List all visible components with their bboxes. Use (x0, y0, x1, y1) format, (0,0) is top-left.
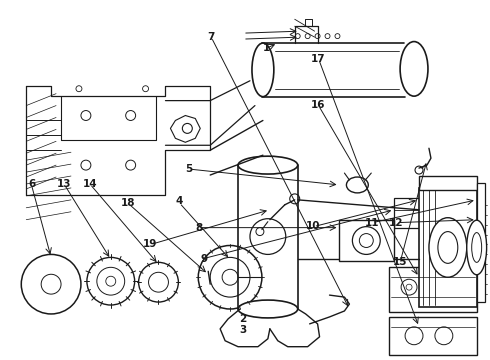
Ellipse shape (238, 156, 298, 174)
Ellipse shape (429, 218, 467, 277)
Text: 14: 14 (83, 179, 98, 189)
Bar (477, 183, 485, 302)
Text: 7: 7 (207, 32, 215, 42)
Text: 6: 6 (28, 179, 35, 189)
Text: 3: 3 (239, 325, 246, 335)
Text: 16: 16 (311, 100, 325, 110)
Text: 4: 4 (175, 197, 183, 206)
Circle shape (139, 262, 178, 302)
Bar (389, 317, 477, 355)
Text: 1: 1 (263, 43, 270, 53)
Text: 18: 18 (121, 198, 135, 208)
Bar (419, 176, 477, 190)
Text: 15: 15 (392, 257, 407, 267)
Bar (419, 188, 477, 307)
Text: 2: 2 (239, 314, 246, 324)
Circle shape (250, 219, 286, 255)
Text: 9: 9 (200, 253, 207, 264)
Ellipse shape (467, 220, 487, 275)
Text: 5: 5 (185, 164, 193, 174)
Text: 8: 8 (195, 223, 202, 233)
Circle shape (21, 255, 81, 314)
Bar (340, 220, 394, 261)
Text: 11: 11 (365, 218, 379, 228)
Circle shape (198, 246, 262, 309)
Circle shape (87, 257, 135, 305)
Text: 17: 17 (311, 54, 325, 64)
Ellipse shape (400, 41, 428, 96)
Text: 10: 10 (306, 221, 320, 231)
Ellipse shape (346, 177, 368, 193)
Bar (389, 267, 477, 312)
Text: 13: 13 (56, 179, 71, 189)
Text: 12: 12 (389, 218, 403, 228)
Ellipse shape (352, 227, 380, 255)
Ellipse shape (238, 300, 298, 318)
Ellipse shape (252, 43, 274, 96)
Text: 19: 19 (143, 239, 157, 249)
Bar (394, 198, 422, 228)
